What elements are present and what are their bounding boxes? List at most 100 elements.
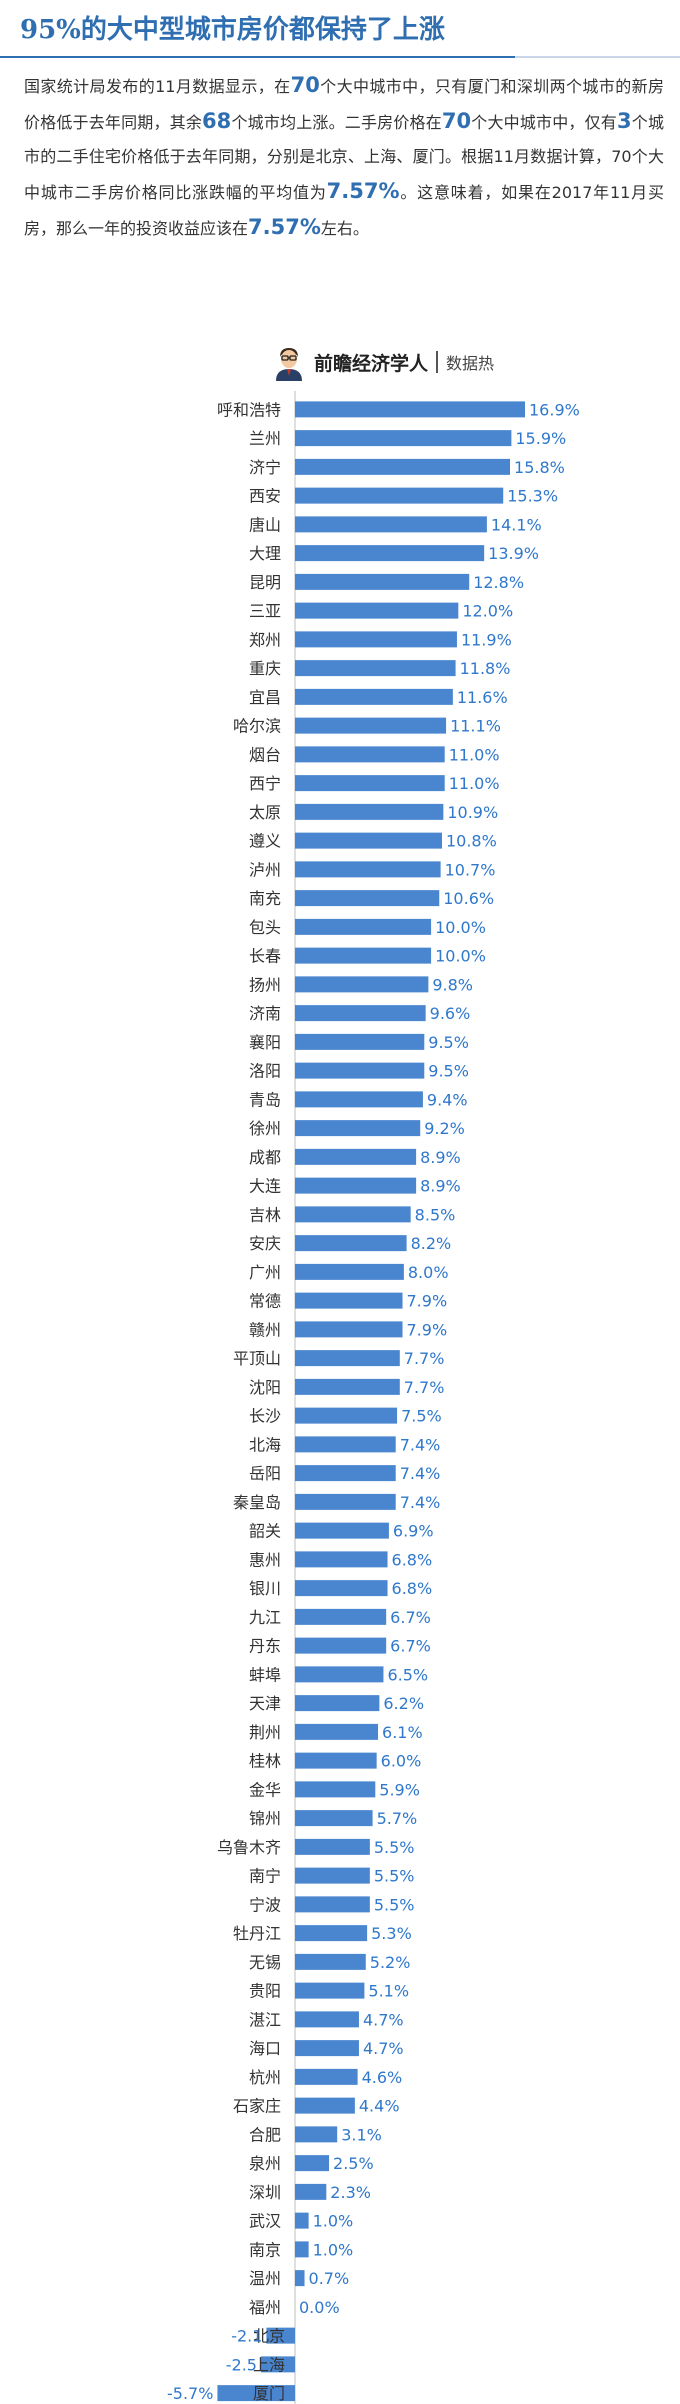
- page-title: 95%的大中型城市房价都保持了上涨: [20, 15, 445, 45]
- category-label: 北海: [249, 1435, 281, 1454]
- category-label: 平顶山: [233, 1349, 281, 1368]
- value-label: 14.1%: [491, 515, 542, 534]
- category-label: 兰州: [249, 429, 281, 448]
- category-label: 大连: [249, 1177, 281, 1196]
- value-label: 0.7%: [309, 2269, 350, 2288]
- bar: [295, 775, 445, 792]
- bar: [295, 1033, 425, 1050]
- brand-divider: [436, 351, 439, 373]
- value-label: 10.9%: [447, 803, 498, 822]
- category-label: 石家庄: [233, 2097, 281, 2116]
- category-label: 无锡: [249, 1953, 281, 1972]
- bar: [295, 1465, 396, 1482]
- bar: [295, 1608, 387, 1625]
- bar: [295, 1321, 403, 1338]
- bar: [295, 1062, 425, 1079]
- value-label: 6.7%: [390, 1608, 431, 1627]
- category-label: 郑州: [249, 630, 281, 649]
- category-label: 唐山: [249, 515, 281, 534]
- category-label: 包头: [249, 918, 281, 937]
- bar: [295, 947, 432, 964]
- category-label: 青岛: [249, 1090, 281, 1109]
- category-label: 贵阳: [249, 1982, 281, 2001]
- value-label: 10.6%: [443, 889, 494, 908]
- category-label: 吉林: [249, 1205, 281, 1224]
- category-label: 成都: [249, 1148, 281, 1167]
- value-label: 7.7%: [404, 1378, 445, 1397]
- value-label: 9.4%: [427, 1090, 468, 1109]
- bar: [295, 890, 440, 907]
- bar: [295, 803, 444, 820]
- value-label: -5.7%: [167, 2384, 213, 2403]
- value-label: 11.0%: [449, 745, 500, 764]
- value-label: -2.1: [231, 2327, 262, 2346]
- highlight-number: 70: [441, 109, 472, 133]
- bar: [295, 2241, 309, 2258]
- bar: [295, 1235, 407, 1252]
- highlight-number: 68: [202, 109, 232, 133]
- category-label: 泸州: [249, 860, 281, 879]
- category-label: 深圳: [249, 2183, 281, 2202]
- value-label: 1.0%: [313, 2212, 354, 2231]
- category-label: 温州: [249, 2269, 281, 2288]
- intro-text: 个城市的二手住宅价格低于去年同期，分别是北京、上海、厦门。根据11月数据计算，7…: [24, 113, 664, 202]
- value-label: 5.9%: [379, 1780, 420, 1799]
- value-label: 16.9%: [529, 400, 580, 419]
- category-label: 烟台: [249, 745, 281, 764]
- bar: [295, 1752, 377, 1769]
- bar: [295, 1637, 387, 1654]
- value-label: 6.5%: [387, 1665, 428, 1684]
- value-label: 2.5%: [333, 2154, 374, 2173]
- value-label: 1.0%: [313, 2240, 354, 2259]
- value-label: -2.5: [226, 2355, 257, 2374]
- value-label: 5.1%: [368, 1982, 409, 2001]
- value-label: 7.4%: [400, 1435, 441, 1454]
- category-label: 九江: [249, 1608, 281, 1627]
- bar: [295, 1350, 400, 1367]
- bar: [295, 1493, 396, 1510]
- category-label: 长春: [249, 947, 281, 966]
- value-label: 12.0%: [462, 602, 513, 621]
- value-label: 9.5%: [428, 1062, 469, 1081]
- value-label: 7.5%: [401, 1407, 442, 1426]
- category-label: 金华: [249, 1780, 281, 1799]
- bar: [295, 2040, 359, 2057]
- category-label: 上海: [253, 2355, 285, 2374]
- category-label: 惠州: [249, 1550, 281, 1569]
- category-label: 锦州: [249, 1809, 281, 1828]
- bar: [295, 631, 457, 648]
- category-label: 济南: [249, 1004, 281, 1023]
- category-label: 宁波: [249, 1895, 281, 1914]
- bar: [295, 602, 459, 619]
- brand-header: 前瞻经济学人 数据热: [270, 342, 494, 382]
- value-label: 7.4%: [400, 1464, 441, 1483]
- category-label: 徐州: [249, 1119, 281, 1138]
- category-label: 宜昌: [249, 688, 281, 707]
- bar: [295, 976, 429, 993]
- category-label: 安庆: [249, 1234, 281, 1253]
- value-label: 5.3%: [371, 1924, 412, 1943]
- brand-subtitle: 数据热: [446, 354, 495, 373]
- intro-text: 国家统计局发布的11月数据显示，在: [24, 77, 291, 96]
- category-label: 北京: [253, 2327, 285, 2346]
- value-label: 5.5%: [374, 1838, 415, 1857]
- highlight-number: 7.57%: [248, 215, 321, 239]
- bar: [295, 2068, 358, 2085]
- value-label: 7.9%: [407, 1320, 448, 1339]
- value-label: 5.7%: [377, 1809, 418, 1828]
- value-label: 8.2%: [411, 1234, 452, 1253]
- bar: [295, 2212, 309, 2229]
- category-label: 南充: [249, 889, 281, 908]
- bar: [295, 1695, 380, 1712]
- value-label: 6.9%: [393, 1522, 434, 1541]
- category-label: 蚌埠: [249, 1665, 281, 1684]
- bar: [295, 430, 512, 447]
- intro-text: 。这意味着，如果在2017年11月买房，那么一年的投资收益应该在: [24, 183, 664, 238]
- category-label: 扬州: [249, 975, 281, 994]
- value-label: 9.6%: [430, 1004, 471, 1023]
- value-label: 5.2%: [370, 1953, 411, 1972]
- intro-text: 个大中城市中，仅有: [471, 113, 617, 132]
- bar: [295, 1263, 404, 1280]
- bar: [295, 545, 485, 562]
- bar: [295, 1666, 384, 1683]
